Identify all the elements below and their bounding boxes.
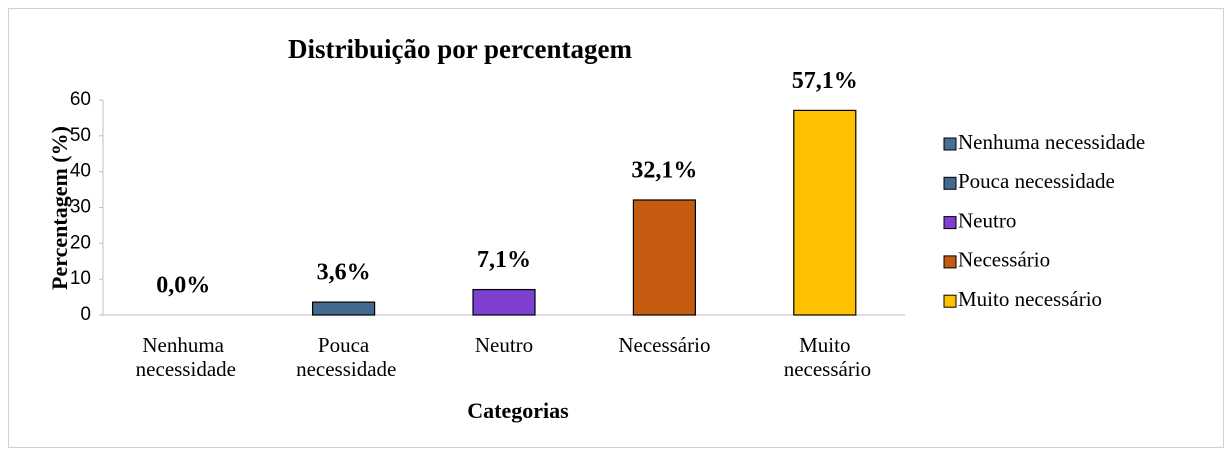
legend-swatch [943,137,957,151]
chart-title: Distribuição por percentagem [288,34,632,64]
x-tick-label: Neutro [475,333,533,357]
y-tick-label: 0 [80,304,91,325]
x-tick-label: Nenhuma necessidade [130,333,236,381]
y-tick-label: 60 [70,89,91,110]
legend-label: Pouca necessidade [958,169,1115,193]
y-tick-label: 30 [70,197,91,218]
legend-swatch [943,255,957,269]
y-tick-label: 40 [70,161,91,182]
bar [793,109,857,316]
legend-label: Necessário [958,248,1050,272]
legend-label: Nenhuma necessidade [958,130,1145,154]
y-tick-label: 10 [70,268,91,289]
bar [632,199,697,316]
legend-label: Muito necessário [958,287,1102,311]
x-tick-label: Pouca necessidade [291,333,397,381]
y-tick-label: 20 [70,232,91,253]
y-axis-label: Percentagem (%) [47,126,72,290]
y-tick-label: 50 [70,125,91,146]
legend-swatch [943,216,957,230]
bar [312,301,376,316]
legend-label: Neutro [958,208,1016,232]
x-tick-label: Necessário [618,333,710,357]
data-label: 3,6% [317,260,371,286]
chart-frame [8,8,1224,448]
x-tick-label: Muito necessário [778,333,871,381]
legend-swatch [943,176,957,190]
legend-swatch [943,294,957,308]
data-label: 57,1% [792,68,858,94]
data-label: 32,1% [631,157,697,183]
x-axis-label: Categorias [467,398,569,423]
bar [472,288,536,316]
data-label: 0,0% [156,273,210,299]
data-label: 7,1% [477,247,531,273]
